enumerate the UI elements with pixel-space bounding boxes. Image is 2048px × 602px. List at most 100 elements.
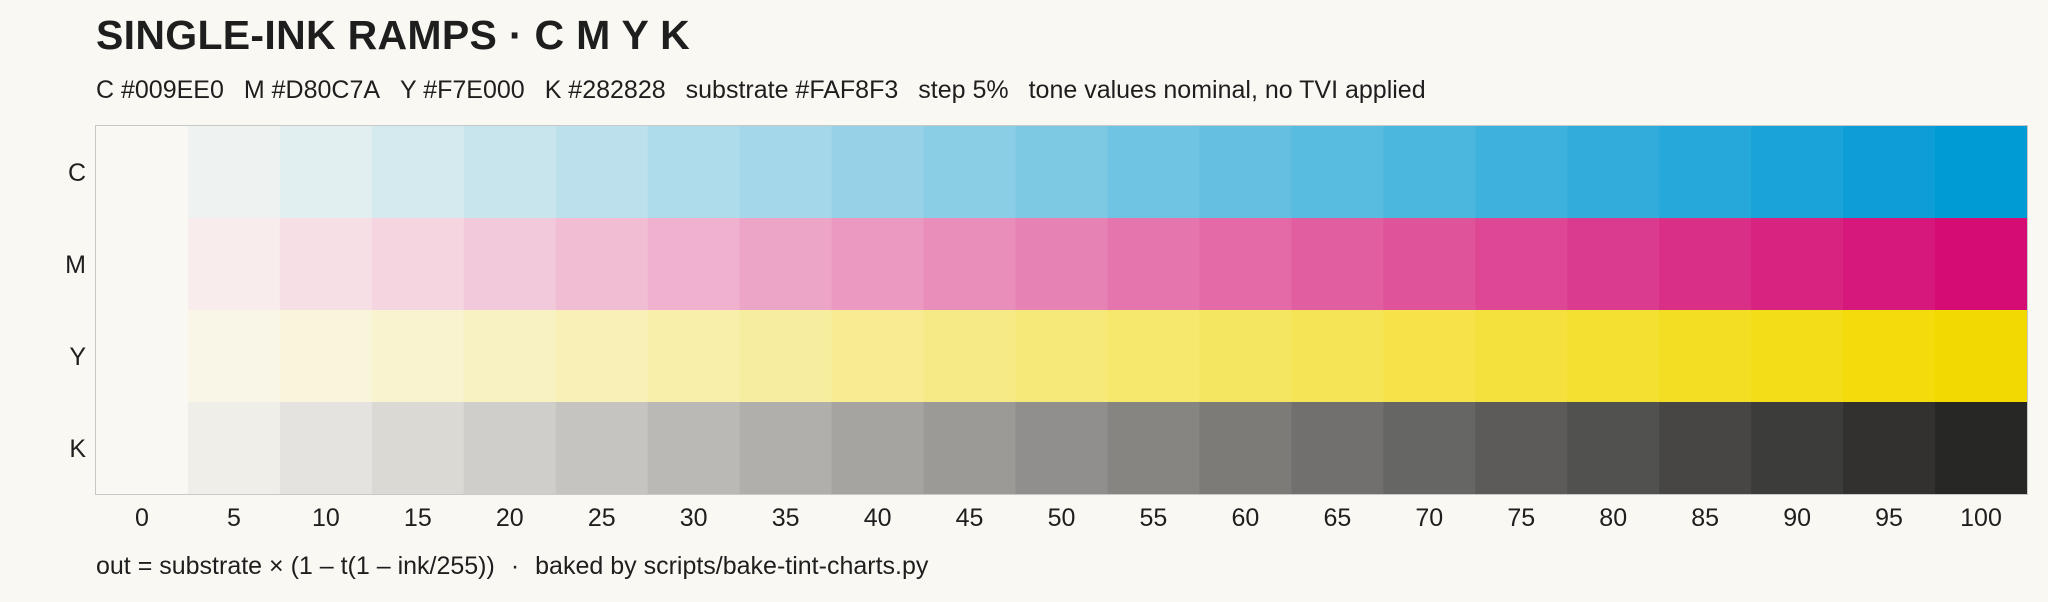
row-label-m: M [65, 251, 86, 279]
x-tick-label: 80 [1599, 504, 1627, 532]
tint-patch-k-75 [1475, 402, 1568, 495]
tint-patch-y-0 [96, 310, 189, 403]
tint-patch-m-90 [1751, 218, 1844, 311]
tint-patch-k-90 [1751, 402, 1844, 495]
tint-patch-c-50 [1015, 126, 1109, 219]
tint-patch-m-35 [739, 218, 833, 311]
x-tick-label: 0 [135, 504, 149, 532]
tint-patch-y-55 [1107, 310, 1201, 403]
row-label-y: Y [69, 343, 86, 371]
tint-patch-m-75 [1475, 218, 1568, 311]
x-tick-label: 20 [496, 504, 524, 532]
footer-separator: · [510, 552, 520, 580]
x-tick-label: 75 [1507, 504, 1535, 532]
tint-patch-c-10 [279, 126, 373, 219]
tint-patch-y-65 [1291, 310, 1384, 403]
tint-patch-m-5 [187, 218, 281, 311]
x-tick-label: 15 [404, 504, 432, 532]
chart-frame [95, 125, 2028, 495]
tint-patch-y-90 [1751, 310, 1844, 403]
tint-patch-y-10 [279, 310, 373, 403]
tint-patch-y-25 [555, 310, 649, 403]
spec-line: C #009EE0 M #D80C7A Y #F7E000 K #282828 subs… [96, 76, 1446, 105]
tint-patch-k-35 [739, 402, 833, 495]
x-tick-label: 10 [312, 504, 340, 532]
tint-patch-y-70 [1383, 310, 1476, 403]
tint-patch-y-15 [371, 310, 465, 403]
x-tick-label: 85 [1691, 504, 1719, 532]
x-tick-label: 50 [1048, 504, 1076, 532]
tint-patch-k-95 [1843, 402, 1936, 495]
tint-patch-c-35 [739, 126, 833, 219]
tint-patch-c-45 [923, 126, 1017, 219]
page-title: SINGLE-INK RAMPS · C M Y K [96, 12, 690, 58]
tint-patch-k-45 [923, 402, 1017, 495]
tint-patch-y-60 [1199, 310, 1292, 403]
tint-patch-c-0 [96, 126, 189, 219]
x-tick-label: 45 [956, 504, 984, 532]
tint-patch-m-55 [1107, 218, 1201, 311]
tint-patch-m-95 [1843, 218, 1936, 311]
x-tick-label: 5 [227, 504, 241, 532]
tint-patch-y-85 [1659, 310, 1752, 403]
tint-patch-k-100 [1935, 402, 2028, 495]
spec-item: substrate #FAF8F3 [685, 76, 899, 104]
x-tick-label: 70 [1415, 504, 1443, 532]
tint-patch-k-60 [1199, 402, 1292, 495]
tint-patch-m-60 [1199, 218, 1292, 311]
tint-patch-c-65 [1291, 126, 1384, 219]
x-tick-label: 30 [680, 504, 708, 532]
footer-formula: out = substrate × (1 – t(1 – ink/255)) [96, 552, 495, 580]
spec-item: C #009EE0 [96, 76, 224, 104]
tint-patch-c-60 [1199, 126, 1292, 219]
tint-patch-c-40 [831, 126, 925, 219]
tint-patch-c-90 [1751, 126, 1844, 219]
tint-patch-y-95 [1843, 310, 1936, 403]
tint-patch-m-70 [1383, 218, 1476, 311]
tint-patch-m-25 [555, 218, 649, 311]
tint-patch-c-85 [1659, 126, 1752, 219]
tint-patch-y-100 [1935, 310, 2028, 403]
tint-patch-m-10 [279, 218, 373, 311]
tint-patch-y-5 [187, 310, 281, 403]
tint-patch-k-20 [463, 402, 557, 495]
tint-patch-c-55 [1107, 126, 1201, 219]
tint-patch-c-75 [1475, 126, 1568, 219]
tint-patch-k-40 [831, 402, 925, 495]
tint-patch-k-70 [1383, 402, 1476, 495]
x-tick-label: 55 [1140, 504, 1168, 532]
tint-patch-m-30 [647, 218, 741, 311]
row-label-c: C [68, 159, 86, 187]
tint-patch-k-0 [96, 402, 189, 495]
tint-patch-m-50 [1015, 218, 1109, 311]
tint-patch-k-85 [1659, 402, 1752, 495]
x-tick-label: 100 [1960, 504, 2002, 532]
tint-patch-m-15 [371, 218, 465, 311]
footer-credit: baked by scripts/bake-tint-charts.py [535, 552, 929, 580]
tint-patch-y-80 [1567, 310, 1660, 403]
spec-item: M #D80C7A [243, 76, 381, 104]
tint-patch-k-55 [1107, 402, 1201, 495]
tint-patch-k-5 [187, 402, 281, 495]
x-tick-label: 40 [864, 504, 892, 532]
footer-note: out = substrate × (1 – t(1 – ink/255)) · b… [96, 552, 928, 581]
tint-patch-c-100 [1935, 126, 2028, 219]
x-tick-label: 90 [1783, 504, 1811, 532]
x-tick-label: 35 [772, 504, 800, 532]
x-tick-label: 25 [588, 504, 616, 532]
tint-patch-y-45 [923, 310, 1017, 403]
tint-patch-y-75 [1475, 310, 1568, 403]
tint-patch-k-15 [371, 402, 465, 495]
x-tick-label: 65 [1323, 504, 1351, 532]
tint-patch-c-15 [371, 126, 465, 219]
tint-patch-c-30 [647, 126, 741, 219]
tint-patch-c-95 [1843, 126, 1936, 219]
row-label-k: K [69, 435, 86, 463]
tint-patch-y-40 [831, 310, 925, 403]
tint-patch-m-80 [1567, 218, 1660, 311]
tint-patch-m-65 [1291, 218, 1384, 311]
tint-patch-k-25 [555, 402, 649, 495]
tint-patch-y-35 [739, 310, 833, 403]
tint-patch-m-45 [923, 218, 1017, 311]
